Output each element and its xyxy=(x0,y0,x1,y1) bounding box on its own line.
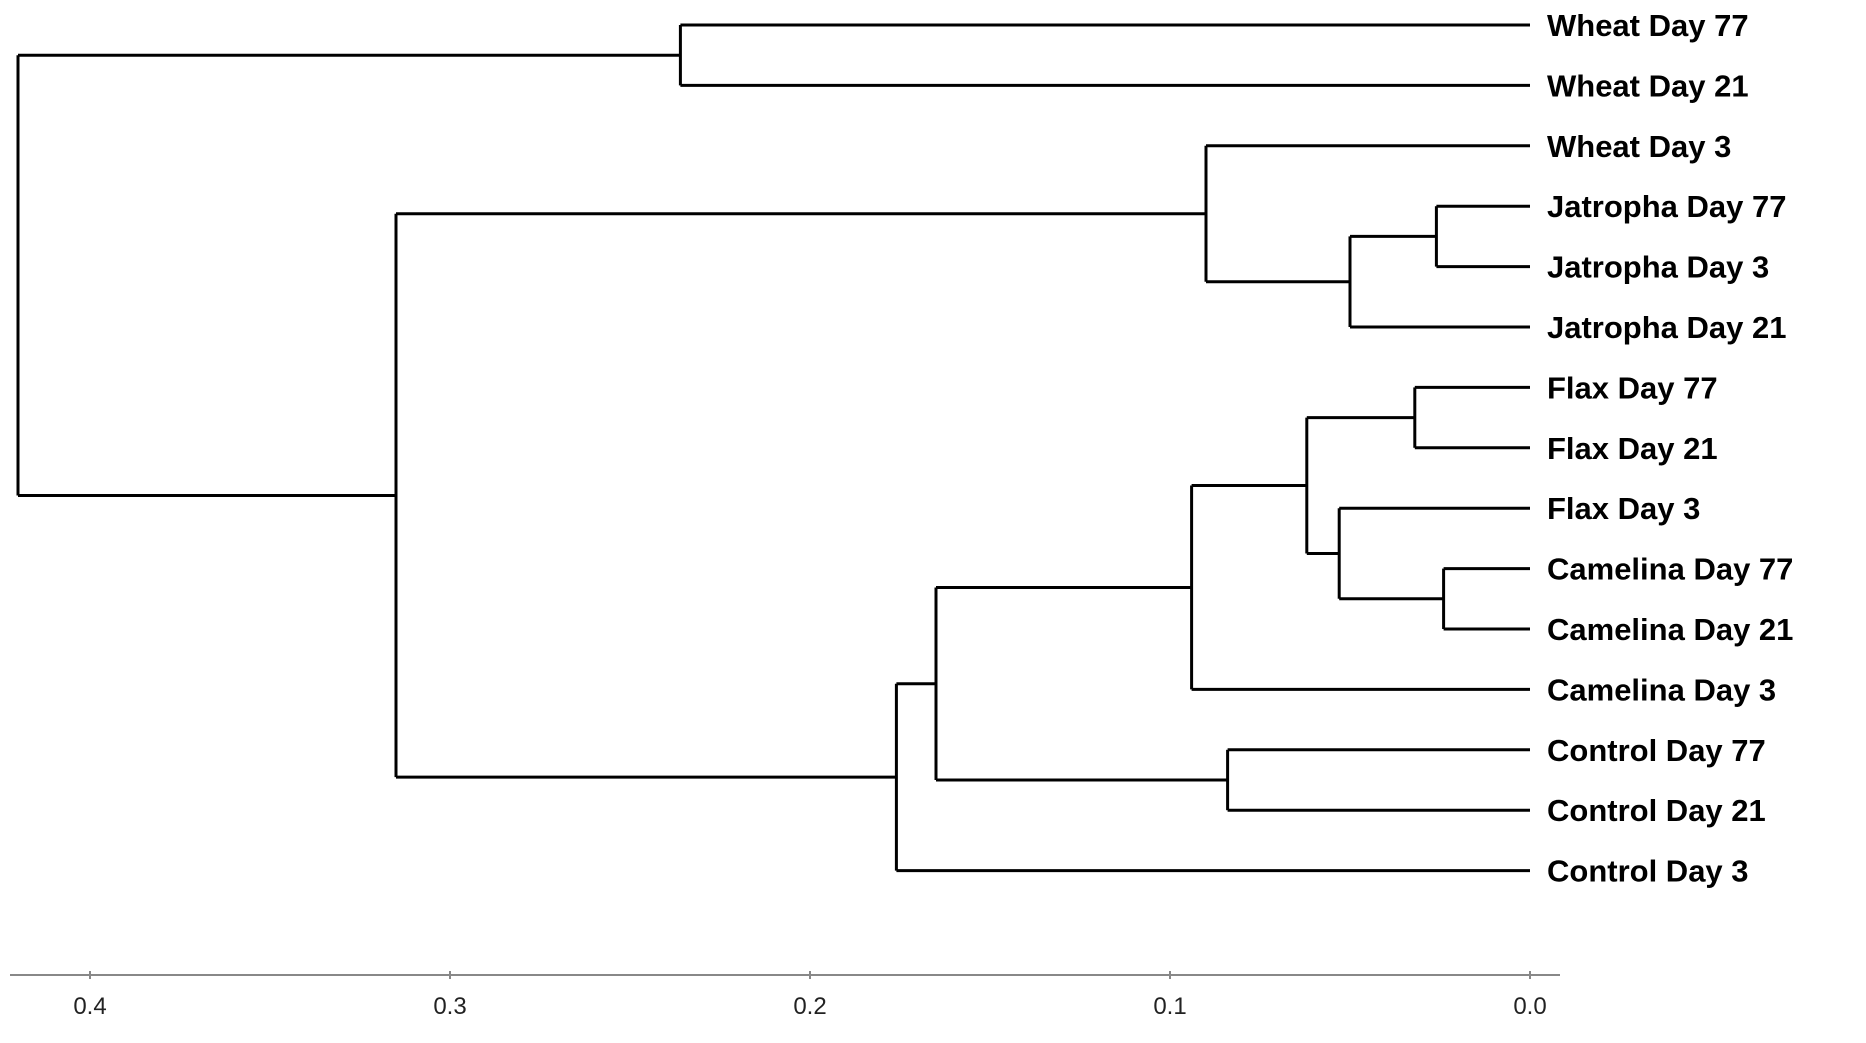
leaf-label-control3: Control Day 3 xyxy=(1547,854,1749,889)
leaf-label-jatropha3: Jatropha Day 3 xyxy=(1547,250,1769,285)
distance-axis: 0.4 0.3 0.2 0.1 0.0 xyxy=(10,971,1560,1020)
leaf-label-jatropha77: Jatropha Day 77 xyxy=(1547,189,1787,224)
axis-tick-label: 0.2 xyxy=(793,993,826,1020)
leaf-label-flax77: Flax Day 77 xyxy=(1547,370,1718,405)
leaf-label-camelina21: Camelina Day 21 xyxy=(1547,612,1793,647)
dendrogram-branches xyxy=(16,23,1530,873)
leaf-label-wheat21: Wheat Day 21 xyxy=(1547,68,1749,103)
axis-tick-label: 0.3 xyxy=(433,993,466,1020)
axis-tick-label: 0.4 xyxy=(73,993,106,1020)
axis-tick-label: 0.0 xyxy=(1513,993,1546,1020)
axis-ticks: 0.4 0.3 0.2 0.1 0.0 xyxy=(73,971,1547,1020)
leaf-label-flax3: Flax Day 3 xyxy=(1547,491,1700,526)
leaf-label-control21: Control Day 21 xyxy=(1547,793,1766,828)
leaf-label-wheat77: Wheat Day 77 xyxy=(1547,8,1749,43)
leaf-labels: Wheat Day 77 Wheat Day 21 Wheat Day 3 Jatro… xyxy=(1547,8,1793,889)
leaf-label-flax21: Flax Day 21 xyxy=(1547,431,1718,466)
leaf-label-wheat3: Wheat Day 3 xyxy=(1547,129,1731,164)
axis-tick-label: 0.1 xyxy=(1153,993,1186,1020)
leaf-label-camelina3: Camelina Day 3 xyxy=(1547,672,1776,707)
leaf-label-jatropha21: Jatropha Day 21 xyxy=(1547,310,1787,345)
leaf-label-control77: Control Day 77 xyxy=(1547,733,1766,768)
leaf-label-camelina77: Camelina Day 77 xyxy=(1547,552,1793,587)
